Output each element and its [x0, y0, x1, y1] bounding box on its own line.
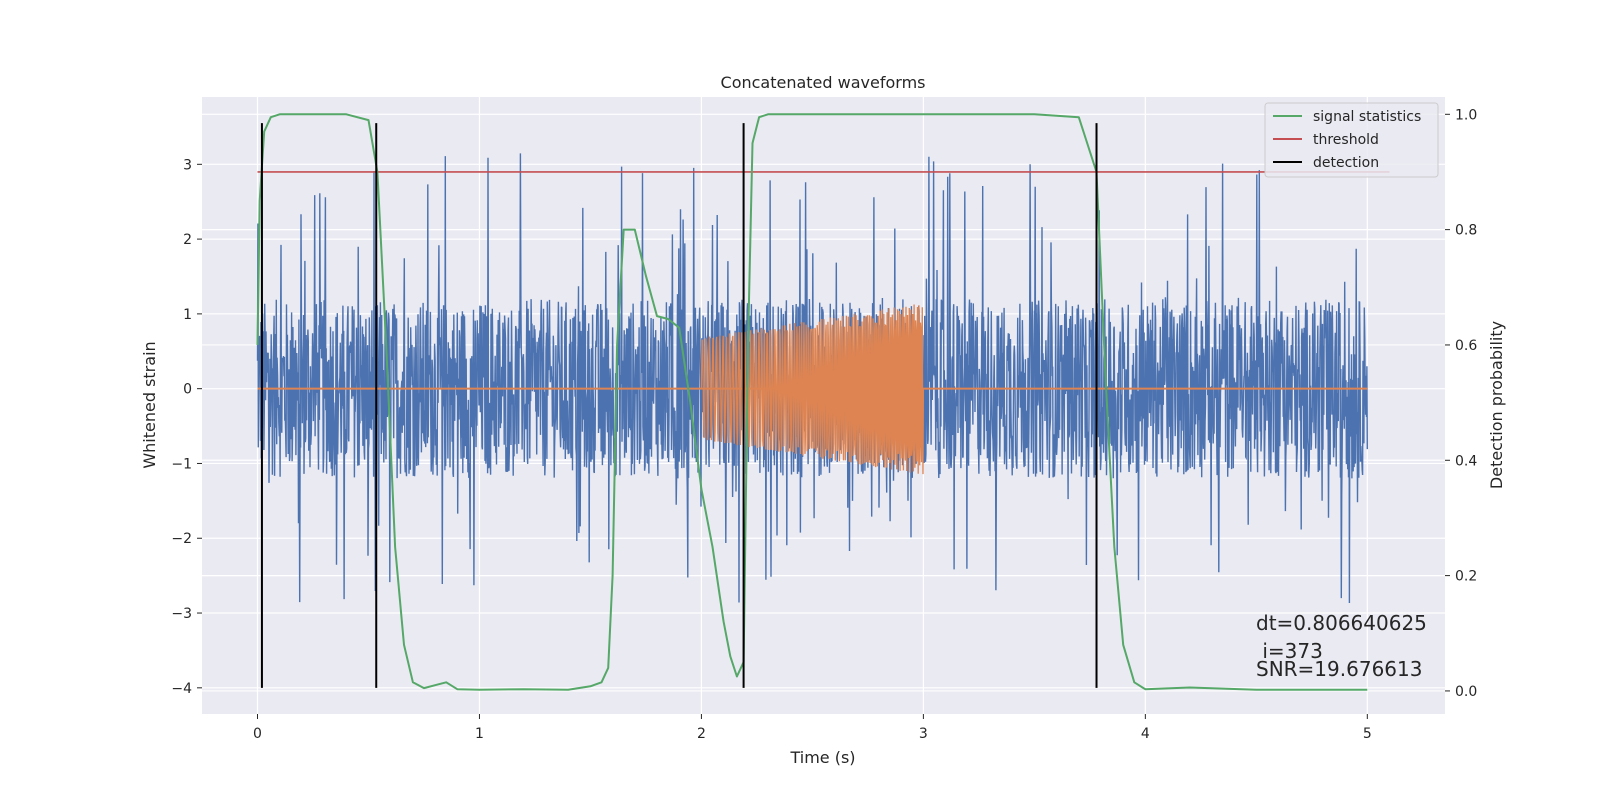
annotation-snr: SNR=19.676613: [1256, 657, 1422, 681]
y-axis-label: Whitened strain: [140, 341, 159, 468]
y-tick-label: 2: [183, 232, 192, 248]
y2-axis-ticks: 0.0 0.2 0.4 0.6 0.8 1.0: [1445, 107, 1477, 700]
x-tick-label: 2: [697, 726, 706, 742]
y2-tick-label: 0.0: [1455, 684, 1477, 700]
x-axis-label: Time (s): [789, 748, 855, 767]
y2-axis-label: Detection probability: [1487, 321, 1506, 489]
legend-signal-statistics-label: signal statistics: [1313, 109, 1421, 125]
legend: signal statistics threshold detection: [1264, 102, 1439, 178]
x-tick-label: 5: [1363, 726, 1372, 742]
legend-box: [1264, 102, 1439, 178]
legend-detection-label: detection: [1313, 155, 1379, 171]
x-tick-label: 0: [253, 726, 262, 742]
signal-statistics-line: [256, 113, 1368, 691]
x-tick-label: 4: [1141, 726, 1150, 742]
x-axis-ticks: 0 1 2 3 4 5: [253, 714, 1372, 742]
chart-title: Concatenated waveforms: [721, 73, 926, 92]
template-chirp-line: [700, 304, 925, 475]
y-tick-label: −4: [171, 681, 192, 697]
y-tick-label: 1: [183, 307, 192, 323]
y2-tick-label: 0.2: [1455, 569, 1477, 585]
annotation-i: i=373: [1256, 639, 1323, 663]
detection-series: [260, 123, 1098, 688]
y2-tick-label: 0.8: [1455, 223, 1477, 239]
y-tick-label: −3: [171, 606, 192, 622]
y-axis-ticks: −4 −3 −2 −1 0 1 2 3: [171, 157, 202, 697]
y-tick-label: −1: [171, 456, 192, 472]
template-series: [257, 304, 1368, 475]
y-tick-label: 0: [183, 382, 192, 398]
y2-tick-label: 1.0: [1455, 107, 1477, 123]
annotation-dt: dt=0.806640625: [1256, 611, 1427, 635]
signal-statistics-series: [256, 113, 1368, 691]
y2-tick-label: 0.6: [1455, 338, 1477, 354]
x-tick-label: 3: [919, 726, 928, 742]
y-tick-label: 3: [183, 157, 192, 173]
x-tick-label: 1: [475, 726, 484, 742]
y-tick-label: −2: [171, 531, 192, 547]
legend-threshold-label: threshold: [1313, 132, 1379, 148]
y2-tick-label: 0.4: [1455, 453, 1477, 469]
